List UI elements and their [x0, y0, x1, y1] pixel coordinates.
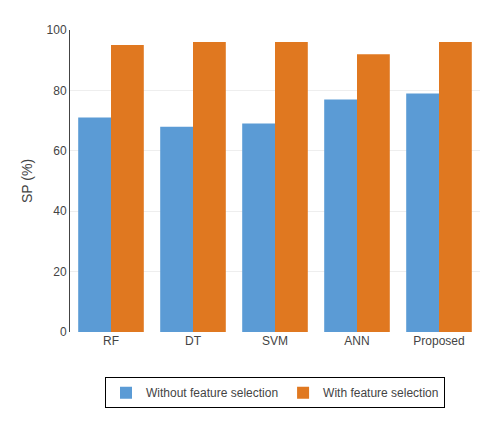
svg-text:Proposed: Proposed — [413, 334, 464, 348]
svg-text:60: 60 — [53, 144, 67, 158]
svg-text:RF: RF — [103, 334, 119, 348]
svg-text:100: 100 — [47, 23, 67, 37]
svg-text:Without feature selection: Without feature selection — [146, 386, 278, 400]
svg-text:DT: DT — [185, 334, 202, 348]
svg-text:SVM: SVM — [262, 334, 288, 348]
svg-text:40: 40 — [53, 204, 67, 218]
svg-text:With feature selection: With feature selection — [323, 386, 438, 400]
svg-text:SP (%): SP (%) — [19, 159, 35, 203]
svg-text:20: 20 — [53, 265, 67, 279]
svg-text:0: 0 — [60, 325, 67, 339]
svg-text:80: 80 — [53, 84, 67, 98]
svg-text:ANN: ANN — [344, 334, 369, 348]
